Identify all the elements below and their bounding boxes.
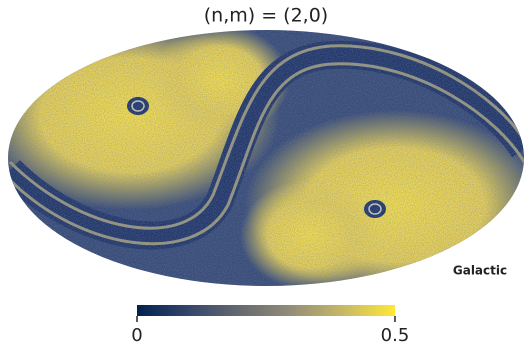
colorbar-tick-label: 0 [131,325,142,346]
colorbar [137,305,395,316]
coord-label: Galactic [453,264,507,278]
colorbar-tick-label: 0.5 [381,325,410,346]
chart-title: (n,m) = (2,0) [204,5,328,27]
sky-map [8,30,524,286]
